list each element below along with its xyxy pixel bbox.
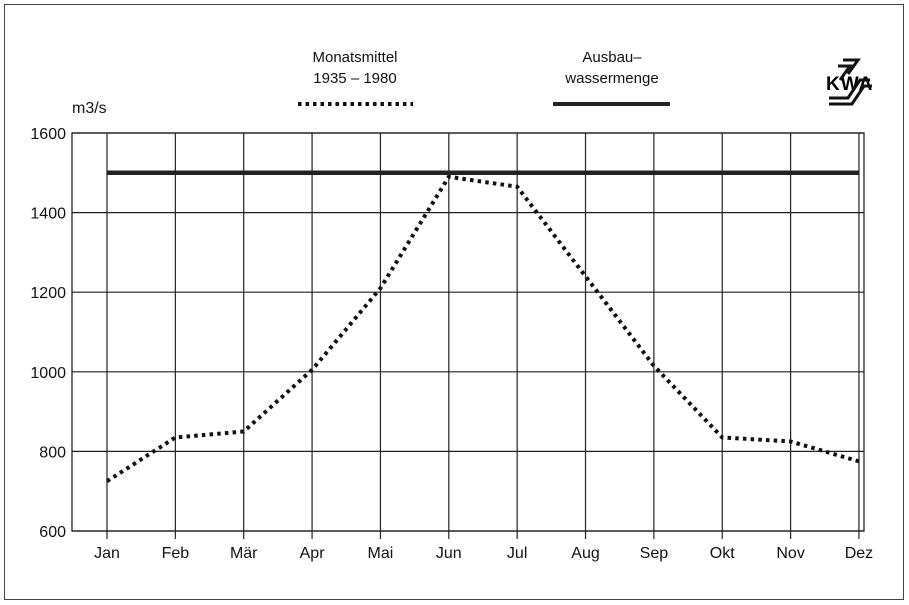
legend-series-1-line-1: Monatsmittel	[312, 49, 397, 66]
y-tick-label: 1000	[30, 365, 66, 382]
y-tick-label: 800	[39, 444, 66, 461]
x-tick-label: Mär	[230, 545, 258, 562]
y-tick-labels: 600 800 1000 1200 1400 1600	[30, 126, 66, 541]
kwa-logo-icon: KWA	[826, 58, 872, 106]
legend: Monatsmittel 1935 – 1980 Ausbau– wasserm…	[298, 49, 670, 106]
y-tick-label: 1400	[30, 206, 66, 223]
x-tick-label: Dez	[845, 545, 873, 562]
y-tick-label: 1600	[30, 126, 66, 143]
legend-series-2-line-1: Ausbau–	[582, 49, 642, 66]
x-tick-label: Apr	[300, 545, 326, 562]
series-line-1	[105, 174, 860, 483]
legend-series-1-line-2: 1935 – 1980	[313, 70, 396, 87]
x-tick-label: Jun	[436, 545, 462, 562]
x-tick-label: Mai	[368, 545, 394, 562]
x-tick-label: Nov	[776, 545, 804, 562]
grid	[71, 132, 865, 539]
x-tick-labels: Jan Feb Mär Apr Mai Jun Jul Aug Sep Okt Nov Dez	[94, 545, 873, 562]
x-tick-label: Sep	[640, 545, 669, 562]
x-tick-label: Jan	[94, 545, 120, 562]
x-tick-label: Okt	[710, 545, 735, 562]
y-tick-label: 1200	[30, 285, 66, 302]
y-axis-label: m3/s	[72, 100, 107, 117]
x-tick-label: Aug	[571, 545, 599, 562]
y-tick-label: 600	[39, 524, 66, 541]
chart-frame	[4, 4, 904, 600]
legend-series-2-line-2: wassermenge	[564, 70, 658, 87]
series-lines	[105, 170, 860, 483]
x-tick-label: Feb	[162, 545, 190, 562]
plot-area-border	[71, 132, 865, 532]
x-tick-label: Jul	[507, 545, 527, 562]
